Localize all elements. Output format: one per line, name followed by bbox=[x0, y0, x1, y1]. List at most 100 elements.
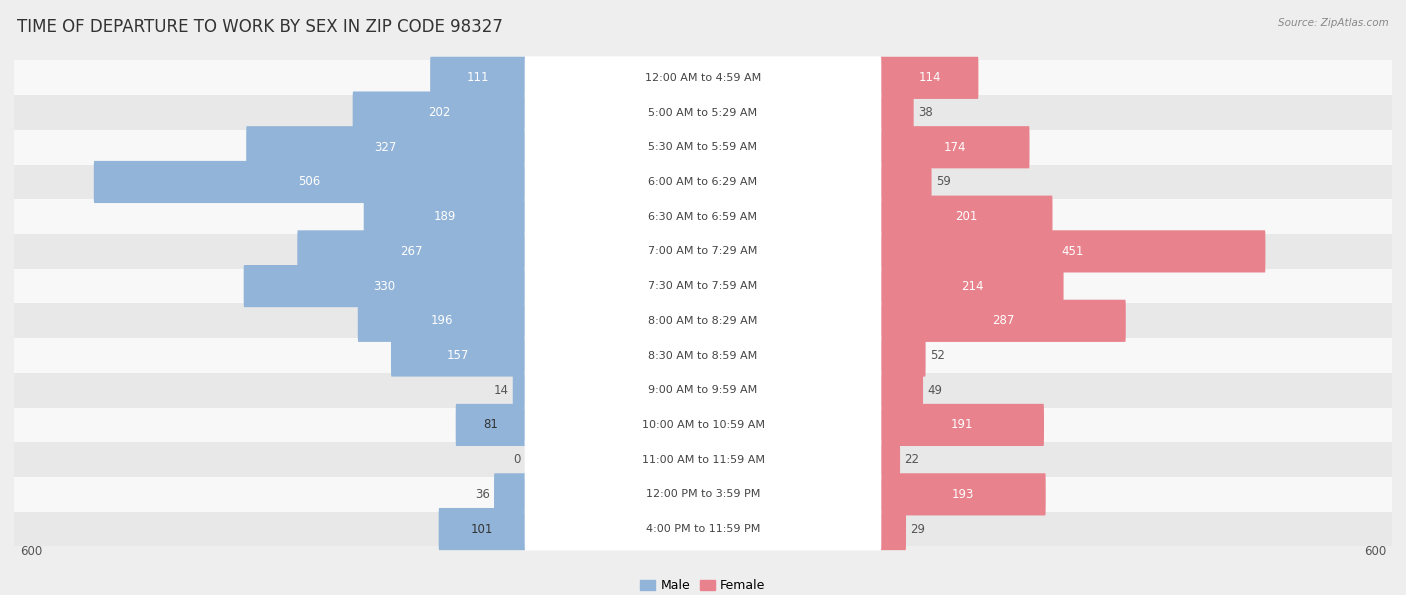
Text: 8:30 AM to 8:59 AM: 8:30 AM to 8:59 AM bbox=[648, 350, 758, 361]
Bar bbox=[14, 165, 1392, 199]
Bar bbox=[14, 199, 1392, 234]
Text: 174: 174 bbox=[943, 141, 966, 154]
Text: TIME OF DEPARTURE TO WORK BY SEX IN ZIP CODE 98327: TIME OF DEPARTURE TO WORK BY SEX IN ZIP … bbox=[17, 18, 503, 36]
FancyBboxPatch shape bbox=[357, 300, 526, 342]
Text: 193: 193 bbox=[952, 488, 974, 501]
Text: 600: 600 bbox=[20, 545, 42, 558]
Text: 36: 36 bbox=[475, 488, 489, 501]
Text: 5:30 AM to 5:59 AM: 5:30 AM to 5:59 AM bbox=[648, 142, 758, 152]
Legend: Male, Female: Male, Female bbox=[641, 579, 765, 592]
Text: 191: 191 bbox=[950, 418, 973, 431]
FancyBboxPatch shape bbox=[524, 334, 882, 377]
FancyBboxPatch shape bbox=[524, 126, 882, 169]
Text: 0: 0 bbox=[513, 453, 520, 466]
Text: 330: 330 bbox=[374, 280, 395, 293]
Bar bbox=[14, 512, 1392, 546]
Text: 101: 101 bbox=[471, 522, 494, 536]
Text: 11:00 AM to 11:59 AM: 11:00 AM to 11:59 AM bbox=[641, 455, 765, 465]
FancyBboxPatch shape bbox=[880, 473, 1046, 515]
FancyBboxPatch shape bbox=[524, 161, 882, 203]
FancyBboxPatch shape bbox=[524, 508, 882, 550]
Text: 287: 287 bbox=[993, 314, 1014, 327]
FancyBboxPatch shape bbox=[880, 230, 1265, 273]
Text: 29: 29 bbox=[910, 522, 925, 536]
FancyBboxPatch shape bbox=[880, 196, 1053, 238]
FancyBboxPatch shape bbox=[513, 369, 526, 411]
Text: 12:00 AM to 4:59 AM: 12:00 AM to 4:59 AM bbox=[645, 73, 761, 83]
Text: 327: 327 bbox=[374, 141, 396, 154]
Text: 201: 201 bbox=[955, 210, 977, 223]
FancyBboxPatch shape bbox=[439, 508, 526, 550]
Text: 196: 196 bbox=[430, 314, 453, 327]
Text: 451: 451 bbox=[1062, 245, 1084, 258]
Text: 4:00 PM to 11:59 PM: 4:00 PM to 11:59 PM bbox=[645, 524, 761, 534]
FancyBboxPatch shape bbox=[456, 404, 526, 446]
Text: 52: 52 bbox=[929, 349, 945, 362]
Text: 6:00 AM to 6:29 AM: 6:00 AM to 6:29 AM bbox=[648, 177, 758, 187]
FancyBboxPatch shape bbox=[524, 265, 882, 308]
Text: 10:00 AM to 10:59 AM: 10:00 AM to 10:59 AM bbox=[641, 420, 765, 430]
FancyBboxPatch shape bbox=[524, 299, 882, 342]
Text: 506: 506 bbox=[298, 176, 321, 189]
Text: 12:00 PM to 3:59 PM: 12:00 PM to 3:59 PM bbox=[645, 489, 761, 499]
FancyBboxPatch shape bbox=[353, 92, 526, 134]
Text: 267: 267 bbox=[401, 245, 423, 258]
Text: 214: 214 bbox=[960, 280, 983, 293]
Text: 189: 189 bbox=[433, 210, 456, 223]
FancyBboxPatch shape bbox=[524, 57, 882, 99]
FancyBboxPatch shape bbox=[430, 57, 526, 99]
Text: 9:00 AM to 9:59 AM: 9:00 AM to 9:59 AM bbox=[648, 385, 758, 395]
Bar bbox=[14, 477, 1392, 512]
FancyBboxPatch shape bbox=[880, 404, 1045, 446]
Text: Source: ZipAtlas.com: Source: ZipAtlas.com bbox=[1278, 18, 1389, 28]
Text: 81: 81 bbox=[484, 418, 498, 431]
FancyBboxPatch shape bbox=[880, 92, 914, 134]
FancyBboxPatch shape bbox=[524, 195, 882, 238]
FancyBboxPatch shape bbox=[880, 369, 924, 411]
FancyBboxPatch shape bbox=[524, 403, 882, 446]
FancyBboxPatch shape bbox=[880, 508, 905, 550]
Text: 59: 59 bbox=[936, 176, 950, 189]
Text: 22: 22 bbox=[904, 453, 920, 466]
FancyBboxPatch shape bbox=[880, 439, 900, 481]
FancyBboxPatch shape bbox=[364, 196, 526, 238]
Bar bbox=[14, 442, 1392, 477]
FancyBboxPatch shape bbox=[880, 265, 1063, 307]
FancyBboxPatch shape bbox=[880, 334, 925, 377]
FancyBboxPatch shape bbox=[524, 230, 882, 273]
FancyBboxPatch shape bbox=[391, 334, 526, 377]
Text: 8:00 AM to 8:29 AM: 8:00 AM to 8:29 AM bbox=[648, 316, 758, 326]
Text: 38: 38 bbox=[918, 106, 932, 119]
FancyBboxPatch shape bbox=[880, 126, 1029, 168]
Text: 7:30 AM to 7:59 AM: 7:30 AM to 7:59 AM bbox=[648, 281, 758, 291]
FancyBboxPatch shape bbox=[880, 300, 1126, 342]
FancyBboxPatch shape bbox=[880, 57, 979, 99]
Bar bbox=[14, 269, 1392, 303]
Text: 5:00 AM to 5:29 AM: 5:00 AM to 5:29 AM bbox=[648, 108, 758, 118]
Bar bbox=[14, 234, 1392, 269]
Text: 157: 157 bbox=[447, 349, 470, 362]
Text: 114: 114 bbox=[918, 71, 941, 84]
FancyBboxPatch shape bbox=[524, 91, 882, 134]
Text: 111: 111 bbox=[467, 71, 489, 84]
Text: 7:00 AM to 7:29 AM: 7:00 AM to 7:29 AM bbox=[648, 246, 758, 256]
Bar bbox=[14, 130, 1392, 165]
Text: 14: 14 bbox=[494, 384, 509, 397]
Text: 202: 202 bbox=[427, 106, 450, 119]
Text: 6:30 AM to 6:59 AM: 6:30 AM to 6:59 AM bbox=[648, 212, 758, 222]
Bar bbox=[14, 373, 1392, 408]
Text: 49: 49 bbox=[928, 384, 942, 397]
Bar bbox=[14, 338, 1392, 373]
Bar bbox=[14, 95, 1392, 130]
FancyBboxPatch shape bbox=[246, 126, 526, 168]
FancyBboxPatch shape bbox=[94, 161, 526, 203]
Bar bbox=[14, 408, 1392, 442]
FancyBboxPatch shape bbox=[524, 369, 882, 412]
FancyBboxPatch shape bbox=[524, 438, 882, 481]
Bar bbox=[14, 61, 1392, 95]
FancyBboxPatch shape bbox=[494, 473, 526, 515]
FancyBboxPatch shape bbox=[243, 265, 526, 307]
FancyBboxPatch shape bbox=[297, 230, 526, 273]
Bar bbox=[14, 303, 1392, 338]
FancyBboxPatch shape bbox=[524, 473, 882, 516]
